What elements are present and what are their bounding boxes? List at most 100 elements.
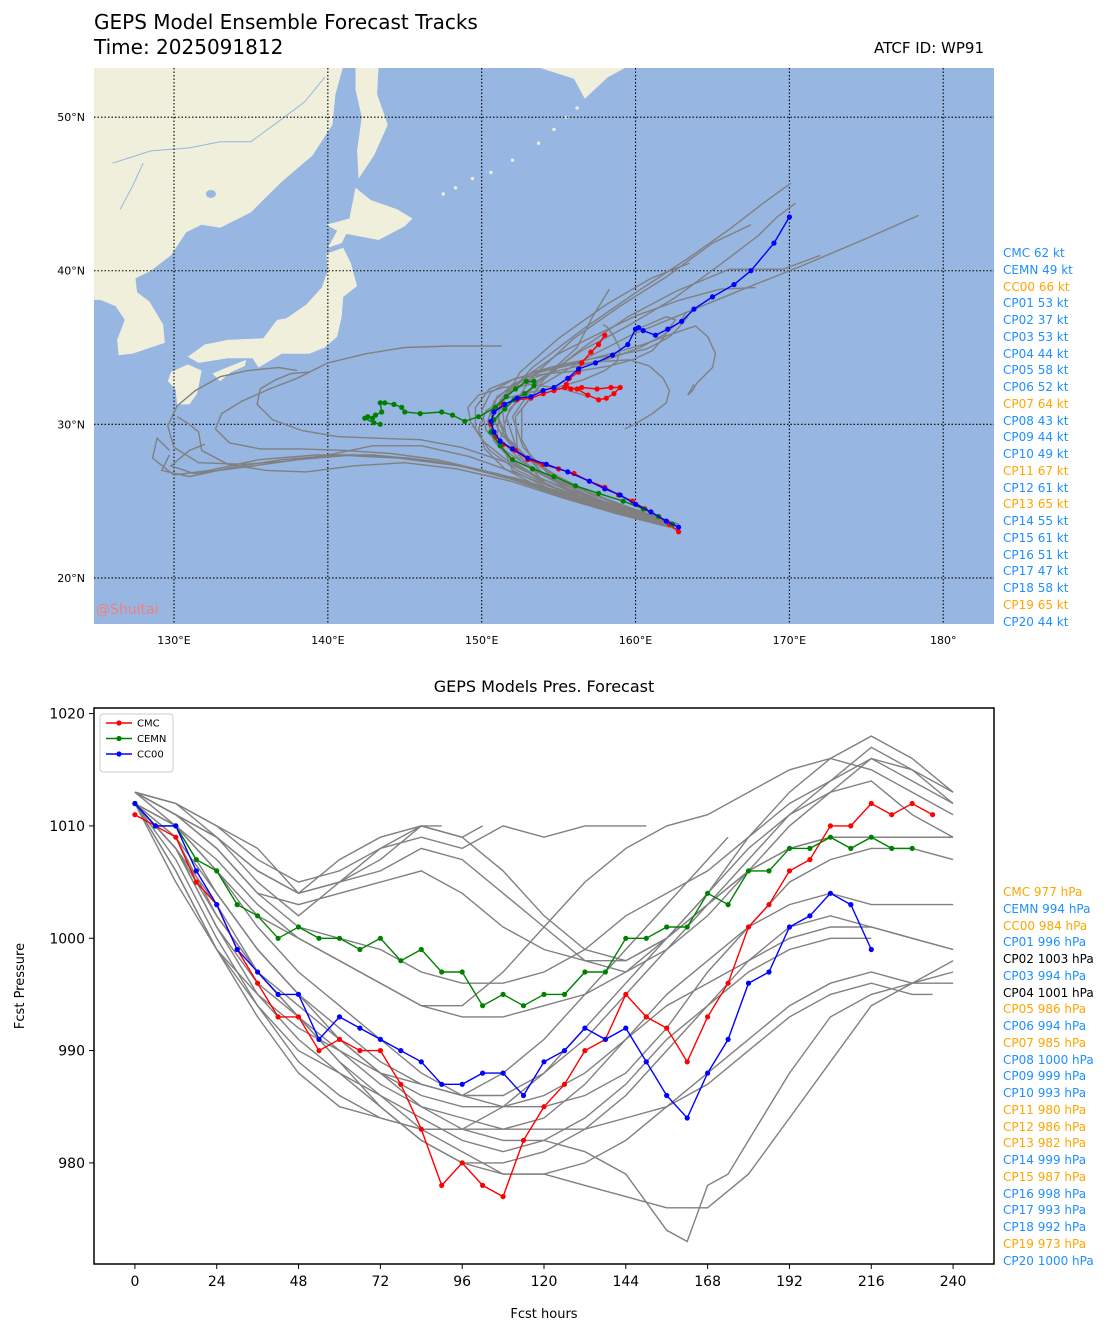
legend-entry: CP01 53 kt <box>1003 296 1069 311</box>
legend-entry: CP14 55 kt <box>1003 514 1069 528</box>
member-line <box>134 802 954 1108</box>
track-point <box>377 400 383 406</box>
track-point <box>568 386 574 392</box>
series-point <box>664 1092 670 1099</box>
track-point <box>663 518 669 524</box>
series-point <box>766 969 772 975</box>
series-point <box>520 1003 527 1009</box>
track-point <box>497 443 503 449</box>
honshu <box>187 247 358 368</box>
series-point <box>255 913 261 919</box>
x-tick-label: 216 <box>858 1274 885 1290</box>
legend-entry: CP04 44 kt <box>1003 346 1069 361</box>
series-point <box>480 1182 486 1188</box>
member-line <box>134 803 729 1097</box>
track-point <box>652 332 659 338</box>
track-point <box>731 282 737 288</box>
legend-entry: CP11 67 kt <box>1003 463 1069 478</box>
series-point <box>173 823 179 829</box>
legend-entry: CC00 66 kt <box>1003 279 1070 294</box>
legend-label: CMC <box>137 719 160 730</box>
legend-label: CEMN <box>137 734 166 745</box>
series-point <box>541 1104 547 1110</box>
x-tick-label: 120 <box>531 1274 558 1290</box>
track-point <box>377 421 383 427</box>
legend-entry: CP14 999 hPa <box>1003 1153 1087 1167</box>
series-point <box>807 845 813 852</box>
series-cc00 <box>132 800 874 1121</box>
legend-entry: CP19 973 hPa <box>1003 1236 1087 1251</box>
lon-tick-label: 180° <box>930 634 957 647</box>
track-point <box>586 478 593 484</box>
track-point <box>528 394 534 400</box>
series-point <box>500 1194 506 1200</box>
series-point <box>459 1160 465 1166</box>
track-point <box>596 490 602 496</box>
series-point <box>623 935 629 941</box>
legend-entry: CC00 984 hPa <box>1003 918 1088 933</box>
series-point <box>705 1070 711 1076</box>
member-line <box>134 791 442 895</box>
track-point <box>572 483 579 489</box>
track-point <box>462 418 468 424</box>
track-point <box>540 387 546 394</box>
series-point <box>459 1081 465 1087</box>
series-point <box>664 924 670 930</box>
series-point <box>848 902 854 908</box>
legend-entry: CP20 1000 hPa <box>1003 1253 1094 1268</box>
legend-entry: CP08 1000 hPa <box>1003 1052 1094 1067</box>
member-track <box>477 323 673 528</box>
track-point <box>640 328 646 334</box>
legend-entry: CP06 52 kt <box>1003 380 1069 394</box>
legend-entry: CP19 65 kt <box>1003 597 1069 612</box>
member-line <box>134 803 954 1243</box>
series-point <box>275 991 281 998</box>
track-point <box>491 409 497 415</box>
x-tick-label: 0 <box>130 1274 139 1290</box>
track-point <box>632 501 639 507</box>
track-point <box>509 446 516 452</box>
y-tick-label: 990 <box>58 1044 85 1060</box>
member-line <box>134 757 954 984</box>
track-map: 130°E 140°E 150°E 160°E 170°E 180° 20°N 30°N 40°… <box>57 68 994 647</box>
series-point <box>541 1059 547 1065</box>
member-line <box>134 757 954 1007</box>
legend-entry: CMC 977 hPa <box>1003 885 1083 899</box>
track-point <box>391 401 397 407</box>
series-point <box>193 879 199 885</box>
series-point <box>786 924 793 930</box>
series-legend: CMC CEMN CC00 <box>99 713 174 773</box>
series-point <box>193 857 199 863</box>
track-point <box>529 466 536 472</box>
series-point <box>848 845 854 852</box>
lat-tick-label: 50°N <box>57 111 85 124</box>
asia-mainland <box>94 68 343 356</box>
x-tick-label: 144 <box>612 1274 639 1290</box>
legend-entry: CP05 58 kt <box>1003 363 1069 378</box>
series-point <box>807 913 813 919</box>
series-point <box>664 1025 670 1031</box>
track-point <box>369 415 376 421</box>
kuril-island <box>552 127 556 132</box>
track-point <box>399 404 405 410</box>
hokkaido <box>326 187 413 248</box>
series-cemn <box>132 800 915 1009</box>
series-point <box>234 946 240 953</box>
series-point <box>848 823 854 829</box>
lat-tick-label: 30°N <box>57 418 85 431</box>
kamchatka <box>540 68 625 99</box>
series-line <box>134 803 913 1007</box>
series-point <box>418 1059 424 1065</box>
legend-entry: CP12 986 hPa <box>1003 1119 1087 1134</box>
series-point <box>582 1048 588 1054</box>
series-point <box>582 969 588 975</box>
member-track <box>151 436 676 530</box>
series-point <box>152 823 158 829</box>
pressure-chart-title: GEPS Models Pres. Forecast <box>433 677 655 696</box>
track-point <box>588 349 594 355</box>
legend-marker <box>116 735 122 742</box>
series-point <box>745 980 752 986</box>
series-point <box>807 857 813 863</box>
track-point <box>665 326 671 332</box>
intensity-legend: CMC 62 kt CEMN 49 kt CC00 66 kt CP01 53 kt C… <box>1003 245 1073 630</box>
